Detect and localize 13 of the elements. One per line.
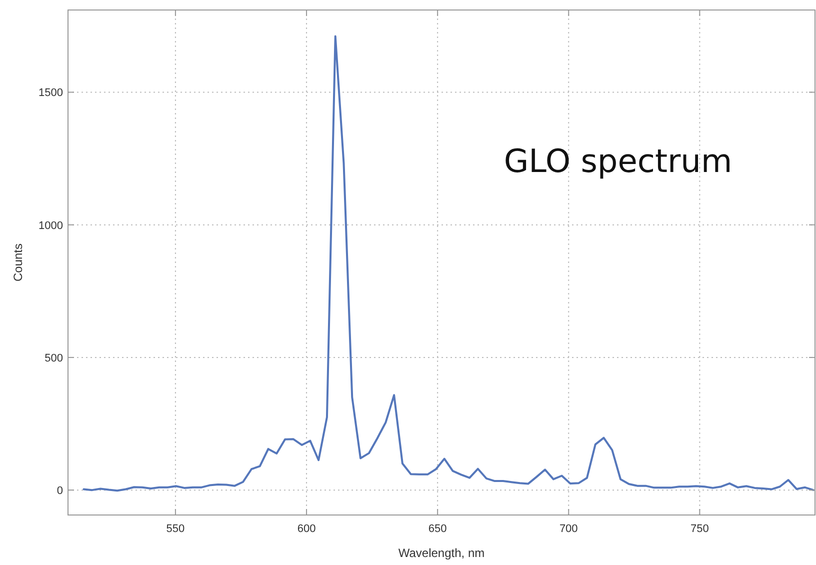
- line-series: [82, 35, 814, 492]
- annotation: GLO spectrum: [504, 142, 732, 180]
- x-tick-label: 550: [166, 523, 185, 535]
- y-axis-title: Counts: [11, 243, 25, 282]
- x-tick-label: 750: [690, 523, 709, 535]
- x-tick-label: 700: [559, 523, 578, 535]
- y-tick-label: 0: [56, 485, 63, 498]
- x-tick-label: 600: [297, 523, 316, 535]
- y-tick-label: 500: [44, 352, 63, 364]
- y-tick-label: 1500: [38, 87, 63, 100]
- y-tick-label: 1000: [38, 220, 63, 232]
- x-axis-title: Wavelength, nm: [398, 546, 485, 560]
- x-tick-label: 650: [428, 523, 447, 535]
